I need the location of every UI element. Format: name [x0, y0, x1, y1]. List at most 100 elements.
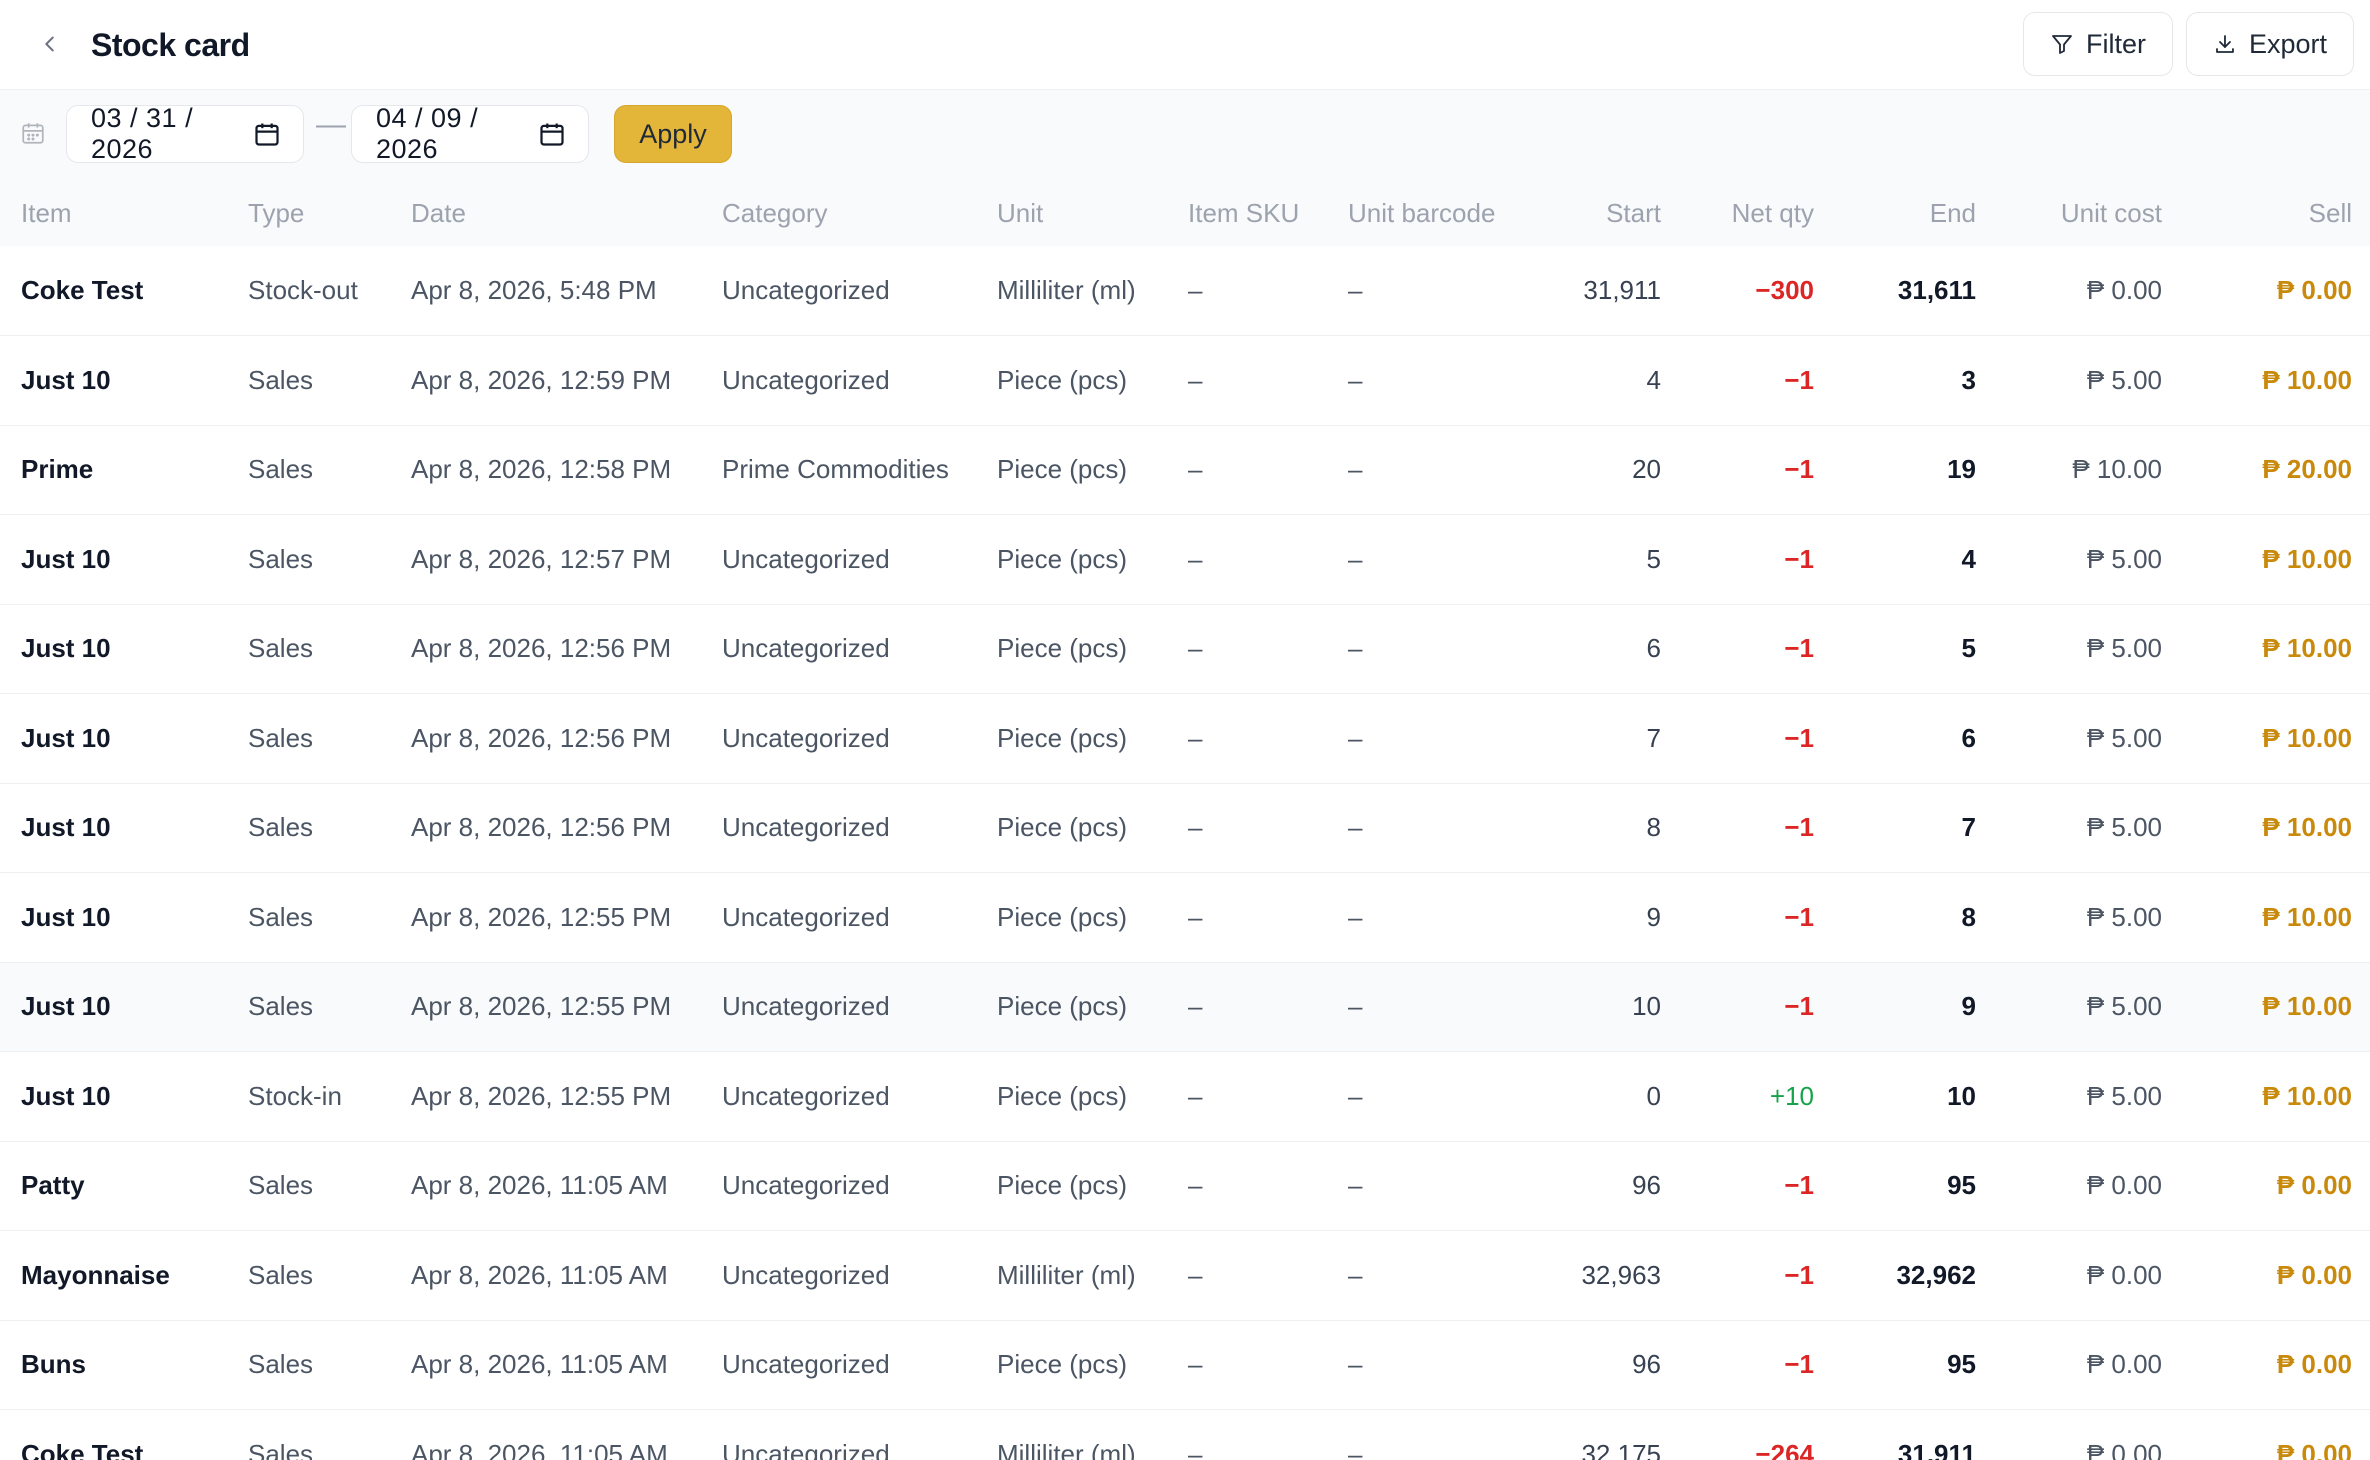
- cell-category: Uncategorized: [722, 901, 890, 932]
- cell-start: 96: [1632, 1170, 1661, 1201]
- table-row[interactable]: Just 10 Stock-in Apr 8, 2026, 12:55 PM U…: [0, 1052, 2370, 1141]
- cell-category: Uncategorized: [722, 543, 890, 574]
- table-row[interactable]: Just 10 Sales Apr 8, 2026, 12:55 PM Unca…: [0, 873, 2370, 962]
- table-row[interactable]: Just 10 Sales Apr 8, 2026, 12:55 PM Unca…: [0, 962, 2370, 1052]
- cell-type: Sales: [248, 901, 314, 932]
- cell-item: Just 10: [21, 901, 111, 932]
- cell-sku: –: [1188, 275, 1203, 305]
- cell-start: 32,963: [1581, 1259, 1661, 1290]
- cell-unit: Piece (pcs): [997, 633, 1128, 664]
- cell-unit: Piece (pcs): [997, 543, 1128, 574]
- cell-start: 10: [1632, 991, 1661, 1022]
- cell-unit: Piece (pcs): [997, 812, 1128, 843]
- cell-item: Just 10: [21, 543, 111, 574]
- cell-sell: ₱ 10.00: [2262, 722, 2352, 753]
- cell-unit-cost: ₱ 5.00: [2086, 543, 2162, 574]
- cell-unit-cost: ₱ 5.00: [2086, 812, 2162, 843]
- cell-end: 95: [1947, 1349, 1976, 1380]
- cell-sell: ₱ 0.00: [2276, 1349, 2352, 1380]
- table-row[interactable]: Prime Sales Apr 8, 2026, 12:58 PM Prime …: [0, 425, 2370, 515]
- filter-button[interactable]: Filter: [2023, 12, 2173, 76]
- cell-item: Just 10: [21, 364, 111, 395]
- stock-card-table: Item Type Date Category Unit Item SKU Un…: [0, 180, 2370, 1460]
- col-header-net-qty[interactable]: Net qty: [1731, 197, 1814, 228]
- col-header-unit-cost[interactable]: Unit cost: [2060, 197, 2162, 228]
- col-header-start[interactable]: Start: [1606, 197, 1661, 228]
- apply-button[interactable]: Apply: [614, 105, 732, 163]
- date-from-input[interactable]: 03 / 31 / 2026: [66, 103, 304, 164]
- cell-item: Coke Test: [21, 1438, 144, 1460]
- export-label: Export: [2248, 28, 2327, 59]
- col-header-type[interactable]: Type: [248, 197, 305, 228]
- cell-end: 31,611: [1897, 275, 1976, 305]
- table-row[interactable]: Patty Sales Apr 8, 2026, 11:05 AM Uncate…: [0, 1141, 2370, 1231]
- cell-start: 96: [1632, 1349, 1661, 1380]
- col-header-date[interactable]: Date: [411, 197, 466, 228]
- cell-date: Apr 8, 2026, 12:58 PM: [411, 454, 672, 485]
- cell-sell: ₱ 10.00: [2262, 633, 2352, 664]
- cell-barcode: –: [1348, 1259, 1363, 1290]
- cell-type: Sales: [248, 722, 314, 753]
- cell-unit-cost: ₱ 5.00: [2086, 633, 2162, 664]
- filter-label: Filter: [2086, 28, 2146, 59]
- table-row[interactable]: Just 10 Sales Apr 8, 2026, 12:56 PM Unca…: [0, 783, 2370, 873]
- date-to-input[interactable]: 04 / 09 / 2026: [351, 103, 589, 164]
- cell-unit-cost: ₱ 5.00: [2086, 991, 2162, 1022]
- cell-net-qty: −264: [1755, 1438, 1814, 1460]
- cell-barcode: –: [1348, 1349, 1363, 1380]
- table-row[interactable]: Just 10 Sales Apr 8, 2026, 12:56 PM Unca…: [0, 694, 2370, 783]
- table-row[interactable]: Coke Test Sales Apr 8, 2026, 11:05 AM Un…: [0, 1410, 2370, 1460]
- cell-unit: Piece (pcs): [997, 1080, 1128, 1111]
- cell-barcode: –: [1348, 543, 1363, 574]
- download-icon: [2216, 35, 2234, 53]
- cell-date: Apr 8, 2026, 12:57 PM: [411, 543, 672, 574]
- cell-date: Apr 8, 2026, 11:05 AM: [411, 1170, 668, 1201]
- cell-end: 9: [1961, 991, 1976, 1022]
- calendar-picker-icon[interactable]: [538, 120, 566, 148]
- cell-type: Stock-in: [248, 1080, 342, 1111]
- cell-item: Just 10: [21, 812, 111, 843]
- calendar-picker-icon[interactable]: [253, 120, 281, 148]
- cell-end: 5: [1961, 633, 1976, 664]
- table-row[interactable]: Mayonnaise Sales Apr 8, 2026, 11:05 AM U…: [0, 1231, 2370, 1320]
- cell-sku: –: [1188, 1438, 1203, 1460]
- cell-barcode: –: [1348, 1080, 1363, 1111]
- cell-unit-cost: ₱ 5.00: [2086, 364, 2162, 395]
- col-header-item[interactable]: Item: [21, 197, 72, 228]
- cell-type: Sales: [248, 1259, 314, 1290]
- cell-unit-cost: ₱ 5.00: [2086, 1080, 2162, 1111]
- cell-unit: Milliliter (ml): [997, 1438, 1136, 1460]
- col-header-sku[interactable]: Item SKU: [1188, 197, 1300, 228]
- table-row[interactable]: Buns Sales Apr 8, 2026, 11:05 AM Uncateg…: [0, 1320, 2370, 1410]
- cell-type: Sales: [248, 1349, 314, 1380]
- back-button[interactable]: [30, 24, 70, 64]
- cell-date: Apr 8, 2026, 11:05 AM: [411, 1438, 668, 1460]
- cell-category: Uncategorized: [722, 633, 890, 664]
- date-from-value: 03 / 31 / 2026: [91, 103, 194, 164]
- cell-barcode: –: [1348, 722, 1363, 753]
- cell-category: Uncategorized: [722, 812, 890, 843]
- table-row[interactable]: Just 10 Sales Apr 8, 2026, 12:56 PM Unca…: [0, 604, 2370, 694]
- col-header-end[interactable]: End: [1929, 197, 1976, 228]
- cell-category: Uncategorized: [722, 1349, 890, 1380]
- table-row[interactable]: Just 10 Sales Apr 8, 2026, 12:57 PM Unca…: [0, 515, 2370, 604]
- col-header-barcode[interactable]: Unit barcode: [1348, 197, 1496, 228]
- col-header-sell[interactable]: Sell: [2308, 197, 2352, 228]
- stock-card-table-container[interactable]: Item Type Date Category Unit Item SKU Un…: [0, 180, 2370, 1460]
- cell-category: Uncategorized: [722, 991, 890, 1022]
- table-row[interactable]: Just 10 Sales Apr 8, 2026, 12:59 PM Unca…: [0, 336, 2370, 425]
- col-header-category[interactable]: Category: [722, 197, 828, 228]
- cell-net-qty: −1: [1784, 543, 1814, 574]
- cell-sku: –: [1188, 812, 1203, 843]
- export-button[interactable]: Export: [2186, 12, 2354, 76]
- cell-end: 95: [1947, 1170, 1976, 1201]
- cell-unit: Piece (pcs): [997, 1349, 1128, 1380]
- cell-sell: ₱ 10.00: [2262, 543, 2352, 574]
- cell-date: Apr 8, 2026, 5:48 PM: [411, 275, 657, 305]
- cell-sku: –: [1188, 722, 1203, 753]
- table-row[interactable]: Coke Test Stock-out Apr 8, 2026, 5:48 PM…: [0, 246, 2370, 336]
- col-header-unit[interactable]: Unit: [997, 197, 1044, 228]
- cell-start: 6: [1646, 633, 1661, 664]
- cell-type: Sales: [248, 812, 314, 843]
- cell-unit: Piece (pcs): [997, 364, 1128, 395]
